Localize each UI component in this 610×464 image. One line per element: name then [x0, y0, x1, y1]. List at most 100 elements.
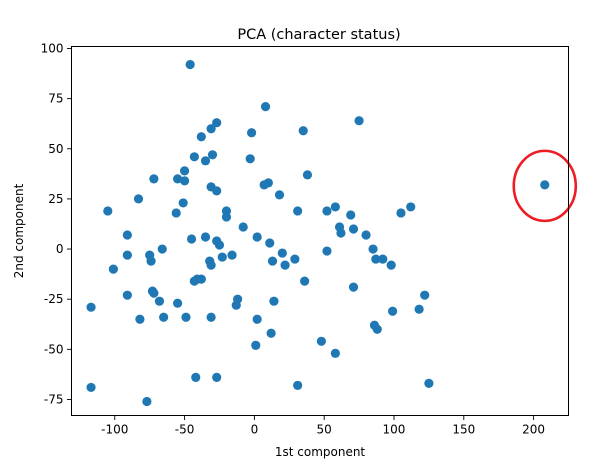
- y-axis-label: 2nd component: [12, 183, 26, 278]
- data-point-72: [122, 290, 132, 300]
- data-point-12: [179, 166, 190, 176]
- data-point-81: [388, 306, 398, 316]
- data-point-23: [133, 194, 144, 204]
- y-tick-label: -75: [44, 392, 64, 406]
- x-tick-label: 0: [251, 423, 259, 437]
- x-tick-label: 150: [452, 423, 475, 437]
- chart-title: PCA (character status): [237, 27, 400, 43]
- data-point-96: [293, 380, 303, 391]
- data-point-47: [157, 244, 167, 254]
- data-point-88: [372, 324, 382, 334]
- data-point-27: [103, 206, 113, 216]
- data-point-43: [186, 234, 197, 244]
- y-tick-label: -50: [44, 342, 64, 356]
- data-point-93: [191, 372, 201, 382]
- data-point-33: [346, 210, 356, 220]
- data-point-98: [142, 396, 152, 407]
- data-point-92: [330, 348, 340, 358]
- data-point-97: [86, 382, 96, 393]
- y-tick-label: 25: [48, 192, 63, 206]
- data-point-67: [189, 276, 199, 286]
- data-point-89: [266, 328, 276, 338]
- data-point-9: [189, 152, 199, 162]
- data-point-8: [207, 150, 218, 160]
- data-point-35: [238, 222, 248, 232]
- data-point-85: [252, 314, 262, 324]
- data-point-13: [302, 170, 313, 180]
- data-point-56: [378, 254, 388, 264]
- data-point-22: [274, 190, 285, 200]
- data-point-0: [185, 59, 195, 70]
- x-axis: -100 -50 0 50 100 150 200: [101, 415, 545, 437]
- data-point-84: [206, 312, 216, 322]
- data-point-41: [252, 232, 262, 242]
- data-point-68: [300, 276, 310, 286]
- x-tick-label: -100: [101, 423, 128, 437]
- data-point-59: [146, 256, 156, 266]
- data-point-15: [173, 174, 183, 184]
- data-point-91: [251, 340, 261, 350]
- data-point-64: [108, 264, 118, 274]
- data-point-31: [171, 208, 181, 218]
- data-point-26: [330, 202, 340, 212]
- data-point-48: [322, 246, 332, 256]
- data-point-2: [354, 116, 364, 126]
- data-point-73: [420, 290, 430, 300]
- data-point-79: [86, 302, 96, 312]
- y-tick-label: -25: [44, 292, 64, 306]
- data-point-51: [122, 250, 132, 260]
- highlight-circle: [512, 149, 578, 223]
- data-point-5: [298, 126, 308, 136]
- data-point-4: [206, 124, 216, 134]
- x-tick-label: -50: [175, 423, 195, 437]
- x-axis-label: 1st component: [275, 445, 366, 459]
- y-tick-label: 50: [48, 142, 63, 156]
- y-tick-label: 75: [48, 92, 63, 106]
- data-point-74: [154, 296, 165, 306]
- data-point-57: [290, 254, 300, 264]
- data-point-58: [267, 256, 278, 266]
- data-point-28: [293, 206, 303, 216]
- data-point-63: [386, 260, 396, 270]
- x-tick-label: 100: [383, 423, 406, 437]
- data-point-90: [316, 336, 326, 346]
- data-point-71: [149, 288, 159, 298]
- data-point-19: [540, 180, 550, 190]
- data-point-11: [200, 156, 211, 166]
- data-point-38: [336, 228, 346, 238]
- data-point-16: [179, 176, 190, 186]
- x-tick-label: 200: [522, 423, 545, 437]
- data-point-62: [206, 260, 216, 270]
- data-point-42: [200, 232, 211, 242]
- data-point-1: [260, 102, 271, 112]
- data-point-10: [245, 154, 255, 164]
- data-point-61: [280, 260, 290, 270]
- plot-area: [86, 59, 578, 407]
- data-point-29: [322, 206, 332, 216]
- data-point-24: [178, 198, 188, 208]
- y-axis: -75 -50 -25 0 25 50 75 100: [41, 42, 72, 406]
- data-point-80: [414, 304, 424, 314]
- data-point-83: [181, 312, 191, 322]
- data-point-6: [246, 128, 257, 138]
- data-point-45: [265, 238, 275, 248]
- y-tick-label: 100: [41, 42, 64, 56]
- data-point-86: [135, 314, 145, 324]
- data-point-14: [149, 174, 159, 184]
- data-point-53: [217, 252, 227, 262]
- data-point-95: [424, 378, 434, 389]
- data-point-7: [196, 132, 206, 142]
- data-point-18: [259, 180, 269, 190]
- y-tick-label: 0: [56, 242, 64, 256]
- data-point-3: [212, 118, 222, 128]
- data-point-69: [348, 282, 359, 292]
- data-point-78: [231, 300, 241, 310]
- data-point-46: [214, 240, 225, 250]
- data-point-94: [212, 372, 222, 382]
- data-point-37: [348, 224, 359, 234]
- data-point-49: [277, 248, 287, 258]
- data-point-34: [221, 212, 232, 222]
- data-point-54: [368, 244, 378, 254]
